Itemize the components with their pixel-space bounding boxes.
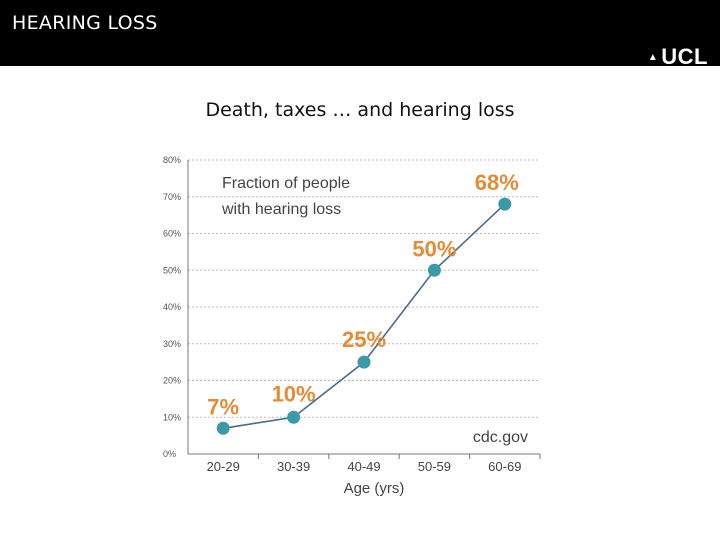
y-tick-label: 30% [163,339,181,349]
crest-icon: ▲ [647,51,659,63]
x-tick-label: 40-49 [347,459,380,474]
y-tick-label: 60% [163,229,181,239]
logo-text: UCL [661,44,708,69]
y-tick-label: 0% [163,449,176,459]
data-point [498,197,512,211]
y-tick-label: 50% [163,265,181,275]
slide-title: HEARING LOSS [12,12,158,34]
data-point [357,355,371,369]
data-point [287,410,301,424]
data-point [216,421,230,435]
y-tick-label: 80% [163,155,181,165]
data-label: 10% [272,381,316,406]
y-tick-label: 40% [163,302,181,312]
x-tick-label: 60-69 [488,459,521,474]
source-label: cdc.gov [473,429,528,446]
data-label: 25% [342,327,386,352]
y-tick-label: 20% [163,376,181,386]
data-label: 50% [412,236,456,261]
data-label: 7% [207,394,239,419]
hearing-loss-chart: 0% 10% 20% 30% 40% 50% 60% 70% 80% 20-29 30-39 40-4… [163,155,541,497]
header-bar: HEARING LOSS ▲ UCL [0,0,720,69]
y-tick-label: 70% [163,192,181,202]
x-tick-label: 50-59 [418,459,451,474]
x-tick-label: 30-39 [277,459,310,474]
x-axis-label: Age (yrs) [344,480,405,497]
slide-subtitle: Death, taxes … and hearing loss [205,99,515,121]
data-label: 68% [475,170,519,195]
chart-title-line: Fraction of people [222,175,350,192]
y-tick-label: 10% [163,412,181,422]
data-point [427,263,441,277]
x-tick-label: 20-29 [207,459,240,474]
ucl-logo: ▲ UCL [648,44,708,70]
chart-title-line: with hearing loss [221,201,341,218]
